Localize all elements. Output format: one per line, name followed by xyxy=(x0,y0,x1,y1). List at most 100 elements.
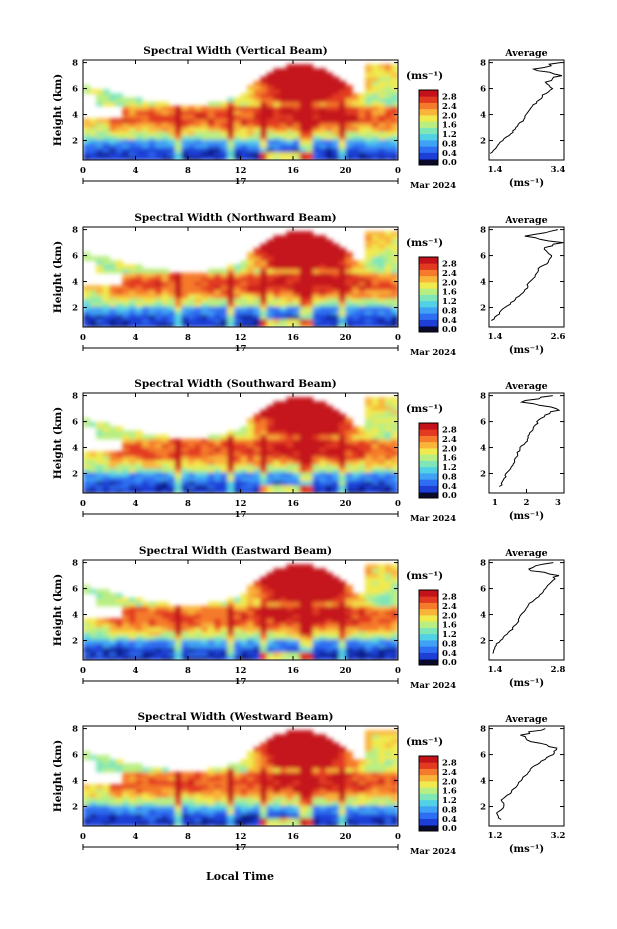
heatmap-cell xyxy=(325,792,333,798)
heatmap-cell xyxy=(207,792,215,798)
heatmap-cell xyxy=(128,472,137,477)
heatmap-cell xyxy=(83,643,91,649)
heatmap-cell xyxy=(148,784,156,790)
y-tick-label: 2 xyxy=(72,137,78,147)
heatmap-cell xyxy=(161,488,169,493)
heatmap-cell xyxy=(325,585,333,590)
heatmap-cell xyxy=(96,763,104,769)
heatmap-cell xyxy=(319,268,327,274)
heatmap-cell xyxy=(174,155,183,160)
heatmap-cell xyxy=(155,130,163,136)
heatmap-cell xyxy=(135,630,143,636)
heatmap-cell xyxy=(384,272,393,278)
heatmap-cell xyxy=(306,771,314,777)
heatmap-cell xyxy=(233,135,242,140)
heatmap-cell xyxy=(279,639,288,644)
heatmap-cell xyxy=(161,318,169,324)
heatmap-cell xyxy=(155,314,163,320)
heatmap-cell xyxy=(279,285,288,291)
heatmap-cell xyxy=(247,126,255,132)
heatmap-cell xyxy=(253,418,261,423)
heatmap-cell xyxy=(365,151,373,157)
heatmap-cell xyxy=(214,147,222,153)
heatmap-cell xyxy=(89,151,97,157)
heatmap-cell xyxy=(266,405,274,411)
heatmap-cell xyxy=(345,135,353,140)
heatmap-cell xyxy=(115,597,123,603)
heatmap-cell xyxy=(89,626,97,632)
heatmap-cell xyxy=(325,430,333,436)
heatmap-cell xyxy=(279,614,288,619)
heatmap-cell xyxy=(266,438,274,444)
heatmap-cell xyxy=(358,459,366,465)
heatmap-cell xyxy=(266,817,274,823)
heatmap-cell xyxy=(188,635,196,640)
heatmap-cell xyxy=(365,72,373,78)
heatmap-cell xyxy=(247,771,255,777)
heatmap-cell xyxy=(312,784,320,790)
heatmap-cell xyxy=(365,597,373,603)
panel-title: Spectral Width (Southward Beam) xyxy=(134,378,336,390)
heatmap-cell xyxy=(161,647,169,653)
heatmap-cell xyxy=(279,318,288,324)
heatmap-cell xyxy=(161,476,169,482)
heatmap-cell xyxy=(266,455,274,461)
heatmap-cell xyxy=(319,252,327,257)
heatmap-cell xyxy=(207,610,215,615)
avg-y-tick-label: 2 xyxy=(480,137,486,147)
heatmap-cell xyxy=(286,143,294,149)
heatmap-cell xyxy=(338,622,347,628)
heatmap-cell xyxy=(247,122,255,128)
heatmap-cell xyxy=(345,796,353,802)
heatmap-cell xyxy=(345,468,353,473)
colorbar-swatch xyxy=(419,307,438,314)
heatmap-cell xyxy=(299,767,307,773)
heatmap-cell xyxy=(299,759,307,765)
heatmap-cell xyxy=(102,484,110,490)
heatmap-cell xyxy=(352,297,360,303)
heatmap-cell xyxy=(299,746,307,752)
heatmap-cell xyxy=(109,302,117,307)
heatmap-cell xyxy=(352,763,360,769)
heatmap-cell xyxy=(391,130,398,136)
heatmap-cell xyxy=(115,322,123,327)
heatmap-cell xyxy=(312,256,320,261)
heatmap-cell xyxy=(253,272,261,278)
heatmap-cell xyxy=(299,651,307,657)
heatmap-cell xyxy=(338,247,347,253)
heatmap-cell xyxy=(286,576,294,582)
day-label: 17 xyxy=(235,510,247,520)
heatmap-cell xyxy=(135,459,143,465)
heatmap-cell xyxy=(155,110,163,115)
heatmap-cell xyxy=(338,413,347,419)
heatmap-cell xyxy=(279,655,288,660)
heatmap-cell xyxy=(115,805,123,810)
heatmap-cell xyxy=(273,318,281,324)
heatmap-cell xyxy=(345,472,353,477)
heatmap-cell xyxy=(240,767,248,773)
heatmap-cell xyxy=(286,277,294,282)
heatmap-cell xyxy=(293,314,301,320)
heatmap-cell xyxy=(155,463,163,469)
heatmap-cell xyxy=(352,655,360,660)
heatmap-cell xyxy=(89,318,97,324)
heatmap-cell xyxy=(358,626,366,632)
heatmap-cell xyxy=(253,759,261,765)
heatmap-cell xyxy=(332,459,340,465)
heatmap-cell xyxy=(266,126,274,132)
heatmap-cell xyxy=(188,289,196,295)
heatmap-cell xyxy=(207,147,215,153)
heatmap-cell xyxy=(96,809,104,815)
heatmap-cell xyxy=(220,272,228,278)
heatmap-cell xyxy=(135,118,143,124)
heatmap-cell xyxy=(188,155,196,160)
heatmap-cell xyxy=(128,306,137,311)
heatmap-cell xyxy=(319,85,327,90)
heatmap-cell xyxy=(325,268,333,274)
heatmap-cell xyxy=(365,147,373,153)
heatmap-cell xyxy=(214,155,222,160)
heatmap-cell xyxy=(365,463,373,469)
heatmap-cell xyxy=(227,151,235,157)
heatmap-cell xyxy=(338,143,347,149)
heatmap-cell xyxy=(253,130,261,136)
